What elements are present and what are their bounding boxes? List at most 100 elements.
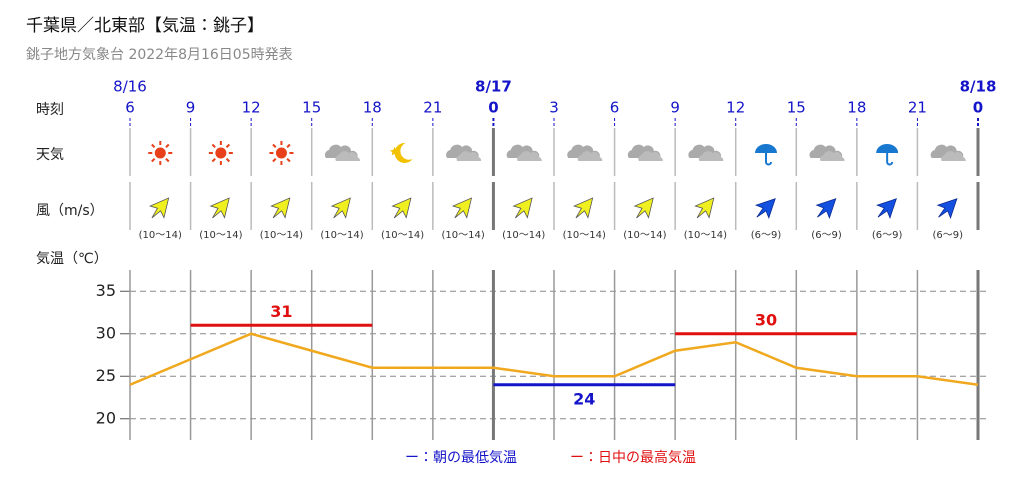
arrow bbox=[391, 197, 412, 219]
wind-label: (10～14) bbox=[320, 230, 363, 241]
weather-icon bbox=[876, 144, 899, 166]
arrow bbox=[573, 197, 594, 219]
arrow bbox=[451, 197, 473, 219]
wind-arrow bbox=[754, 198, 776, 220]
wind-arrow bbox=[633, 197, 654, 219]
wind-label: (10～14) bbox=[381, 230, 424, 241]
date-label: 8/17 bbox=[475, 78, 512, 96]
legend-label: 日中の最高気温 bbox=[598, 449, 696, 466]
arrow bbox=[936, 198, 958, 220]
temp-line bbox=[129, 332, 979, 386]
weather-icon bbox=[506, 144, 542, 161]
wind-label: (10～14) bbox=[502, 230, 545, 241]
temp-bar bbox=[190, 323, 857, 336]
arrow bbox=[876, 198, 897, 220]
legend-entry: ー：朝の最低気温 bbox=[405, 450, 517, 466]
weather-icon bbox=[567, 144, 603, 161]
sun-ray bbox=[151, 157, 156, 163]
y-tick-label: 30 bbox=[96, 323, 116, 342]
cloud bbox=[335, 151, 361, 161]
legend-entry: ー：日中の最高気温 bbox=[570, 449, 696, 466]
arrow bbox=[633, 197, 654, 219]
x-tick-label: 6 bbox=[125, 99, 135, 117]
chart-subtitle: 銚子地方気象台 2022年8月16日05時発表 bbox=[26, 47, 293, 63]
arrow bbox=[149, 197, 170, 219]
cloud bbox=[698, 151, 724, 161]
weather-icon bbox=[148, 141, 173, 165]
cloud bbox=[820, 151, 845, 161]
wind-arrow bbox=[876, 198, 897, 220]
wind-arrow bbox=[330, 197, 351, 219]
x-tick-label: 21 bbox=[908, 99, 927, 117]
umbrella-handle bbox=[886, 153, 894, 166]
x-tick-label: 12 bbox=[726, 99, 745, 117]
weather-icon bbox=[446, 144, 482, 161]
wind-label: (6～9) bbox=[751, 230, 782, 241]
wind-arrow bbox=[270, 197, 291, 219]
cloud bbox=[456, 151, 482, 161]
arrow bbox=[270, 197, 291, 219]
row-label: 気温（℃） bbox=[36, 251, 108, 267]
x-tick-label: 3 bbox=[549, 99, 559, 117]
weather-icon bbox=[390, 142, 413, 163]
weather-icon bbox=[755, 144, 777, 166]
sun-ray bbox=[211, 143, 216, 149]
weather-icon bbox=[324, 144, 361, 161]
cloud bbox=[577, 151, 603, 161]
date-label: 8/18 bbox=[960, 78, 997, 96]
wind-label: (10～14) bbox=[139, 230, 182, 241]
wind-arrow bbox=[391, 197, 412, 219]
weather-icon bbox=[269, 141, 294, 165]
wind-arrow bbox=[694, 197, 715, 219]
weather-icon bbox=[208, 141, 233, 165]
sun-disc bbox=[275, 147, 287, 159]
wind-label: (10～14) bbox=[260, 230, 303, 241]
date-label: 8/16 bbox=[113, 78, 147, 96]
wind-arrow bbox=[209, 197, 230, 219]
sun-ray bbox=[151, 143, 156, 149]
legend-marker: ー： bbox=[405, 450, 433, 466]
arrow bbox=[330, 197, 351, 219]
arrow bbox=[815, 198, 837, 220]
chart-title: 千葉県／北東部【気温：銚子】 bbox=[26, 16, 264, 36]
x-tick-label: 18 bbox=[363, 99, 382, 117]
weather-icon bbox=[809, 144, 845, 161]
umbrella bbox=[876, 144, 899, 153]
x-tick-label: 9 bbox=[186, 99, 196, 117]
y-tick-label: 20 bbox=[96, 408, 116, 427]
value-label: 24 bbox=[573, 389, 595, 408]
sun-ray bbox=[272, 143, 277, 149]
sun-ray bbox=[225, 143, 231, 149]
row-label: 時刻 bbox=[36, 102, 64, 118]
x-tick-label: 21 bbox=[423, 99, 442, 117]
wind-label: (6～9) bbox=[872, 230, 903, 241]
wind-arrow bbox=[573, 197, 594, 219]
arrow bbox=[754, 198, 776, 220]
value-label: 30 bbox=[755, 310, 777, 329]
sun-ray bbox=[211, 157, 216, 163]
wind-arrow bbox=[815, 198, 837, 220]
wind-arrow bbox=[451, 197, 473, 219]
sun-ray bbox=[272, 157, 277, 163]
x-tick-label: 6 bbox=[610, 99, 620, 117]
x-tick-label: 15 bbox=[302, 99, 321, 117]
cloud bbox=[941, 151, 966, 161]
moon bbox=[394, 142, 413, 163]
arrow bbox=[694, 197, 715, 219]
cloud bbox=[638, 151, 663, 161]
value-label: 31 bbox=[270, 302, 292, 321]
sun-disc bbox=[154, 147, 166, 159]
wind-arrow bbox=[512, 197, 533, 219]
sun-ray bbox=[286, 157, 291, 163]
x-tick-label: 15 bbox=[787, 99, 806, 117]
wind-label: (10～14) bbox=[623, 230, 666, 241]
star bbox=[390, 147, 400, 156]
wind-label: (10～14) bbox=[563, 230, 606, 241]
arrow bbox=[209, 197, 230, 219]
wind-label: (6～9) bbox=[932, 230, 963, 241]
x-tick-label: 0 bbox=[973, 99, 983, 117]
sun-ray bbox=[286, 143, 291, 149]
legend-marker: ー： bbox=[570, 450, 598, 466]
legend-label: 朝の最低気温 bbox=[433, 450, 517, 466]
